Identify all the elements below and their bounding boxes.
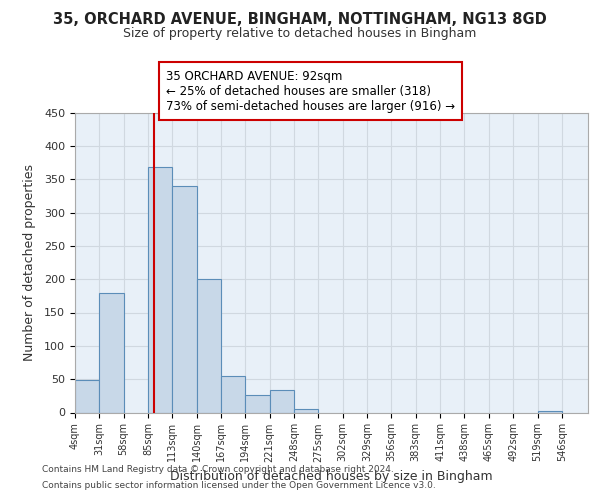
Bar [148,166,172,412]
X-axis label: Distribution of detached houses by size in Bingham: Distribution of detached houses by size … [170,470,493,483]
Text: 35 ORCHARD AVENUE: 92sqm
← 25% of detached houses are smaller (318)
73% of semi-: 35 ORCHARD AVENUE: 92sqm ← 25% of detach… [166,70,455,112]
Bar [245,395,270,412]
Bar [270,390,294,412]
Y-axis label: Number of detached properties: Number of detached properties [23,164,36,361]
Bar [294,409,319,412]
Text: 35, ORCHARD AVENUE, BINGHAM, NOTTINGHAM, NG13 8GD: 35, ORCHARD AVENUE, BINGHAM, NOTTINGHAM,… [53,12,547,28]
Bar [100,292,124,412]
Bar [75,380,100,412]
Text: Size of property relative to detached houses in Bingham: Size of property relative to detached ho… [124,28,476,40]
Text: Contains public sector information licensed under the Open Government Licence v3: Contains public sector information licen… [42,480,436,490]
Text: Contains HM Land Registry data © Crown copyright and database right 2024.: Contains HM Land Registry data © Crown c… [42,466,394,474]
Bar [197,279,221,412]
Bar [538,411,562,412]
Bar [172,186,197,412]
Bar [221,376,245,412]
